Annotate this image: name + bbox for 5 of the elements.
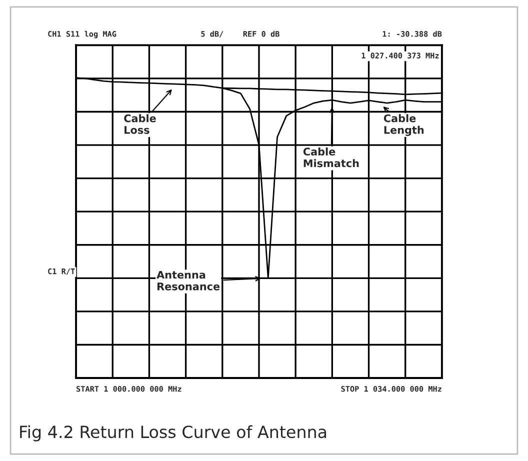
caption: Fig 4.2 Return Loss Curve of Antenna — [20, 425, 326, 442]
annotation: Cable Loss — [124, 114, 156, 134]
annotation: Cable Length — [384, 114, 424, 136]
annotation: Cable Mismatch — [303, 147, 359, 168]
annotation: Antenna Resonance — [156, 270, 220, 290]
